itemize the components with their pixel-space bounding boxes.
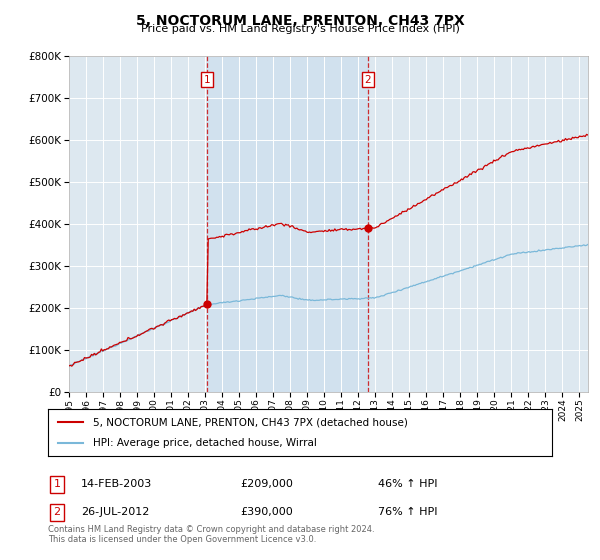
Text: 5, NOCTORUM LANE, PRENTON, CH43 7PX (detached house): 5, NOCTORUM LANE, PRENTON, CH43 7PX (det…	[94, 417, 408, 427]
Bar	[207, 56, 368, 392]
Text: HPI: Average price, detached house, Wirral: HPI: Average price, detached house, Wirr…	[94, 438, 317, 448]
Text: Contains HM Land Registry data © Crown copyright and database right 2024.
This d: Contains HM Land Registry data © Crown c…	[48, 525, 374, 544]
Text: Price paid vs. HM Land Registry's House Price Index (HPI): Price paid vs. HM Land Registry's House …	[140, 24, 460, 34]
Text: 1: 1	[53, 479, 61, 489]
Text: 2: 2	[365, 74, 371, 85]
Text: 76% ↑ HPI: 76% ↑ HPI	[378, 507, 437, 517]
Text: 46% ↑ HPI: 46% ↑ HPI	[378, 479, 437, 489]
Text: 1: 1	[204, 74, 211, 85]
Text: £209,000: £209,000	[240, 479, 293, 489]
Text: 26-JUL-2012: 26-JUL-2012	[81, 507, 149, 517]
Text: 2: 2	[53, 507, 61, 517]
Text: 14-FEB-2003: 14-FEB-2003	[81, 479, 152, 489]
Text: 5, NOCTORUM LANE, PRENTON, CH43 7PX: 5, NOCTORUM LANE, PRENTON, CH43 7PX	[136, 14, 464, 28]
Text: £390,000: £390,000	[240, 507, 293, 517]
